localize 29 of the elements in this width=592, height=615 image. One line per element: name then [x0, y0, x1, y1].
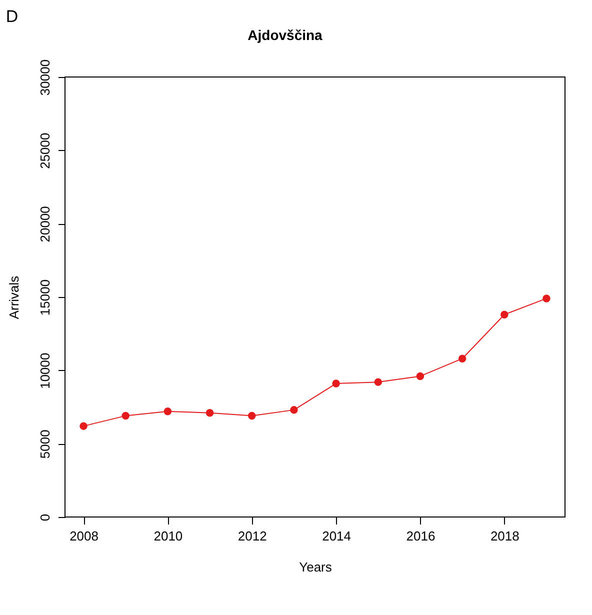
- point: [290, 406, 298, 414]
- point: [542, 294, 550, 302]
- y-tick-label: 15000: [38, 279, 52, 316]
- x-tick-label: 2008: [70, 528, 98, 544]
- x-tick-label: 2016: [406, 528, 436, 544]
- x-tick-label: 2012: [238, 528, 267, 544]
- point: [500, 310, 508, 318]
- y-tick-label: 30000: [38, 59, 52, 96]
- y-tick-label: 20000: [38, 206, 52, 242]
- y-tick-label: 0: [38, 514, 52, 522]
- y-tick-label: 10000: [38, 352, 52, 389]
- point: [164, 408, 172, 416]
- point: [332, 380, 340, 388]
- point: [248, 412, 256, 420]
- point: [122, 412, 130, 420]
- y-tick-label: 25000: [38, 132, 52, 169]
- point: [374, 378, 382, 386]
- y-axis-title: Arrivals: [6, 275, 22, 320]
- text: D: [6, 7, 18, 26]
- x-tick-label: 2018: [490, 528, 520, 544]
- chart-title: Ajdovščina: [248, 27, 323, 43]
- x-tick-label: 2014: [322, 528, 352, 544]
- point: [458, 354, 466, 362]
- x-axis-title: Years: [299, 560, 332, 574]
- point: [416, 372, 424, 380]
- y-tick-label: 5000: [38, 430, 52, 459]
- x-tick-label: 2010: [154, 528, 183, 544]
- point: [80, 422, 88, 430]
- point: [206, 409, 214, 417]
